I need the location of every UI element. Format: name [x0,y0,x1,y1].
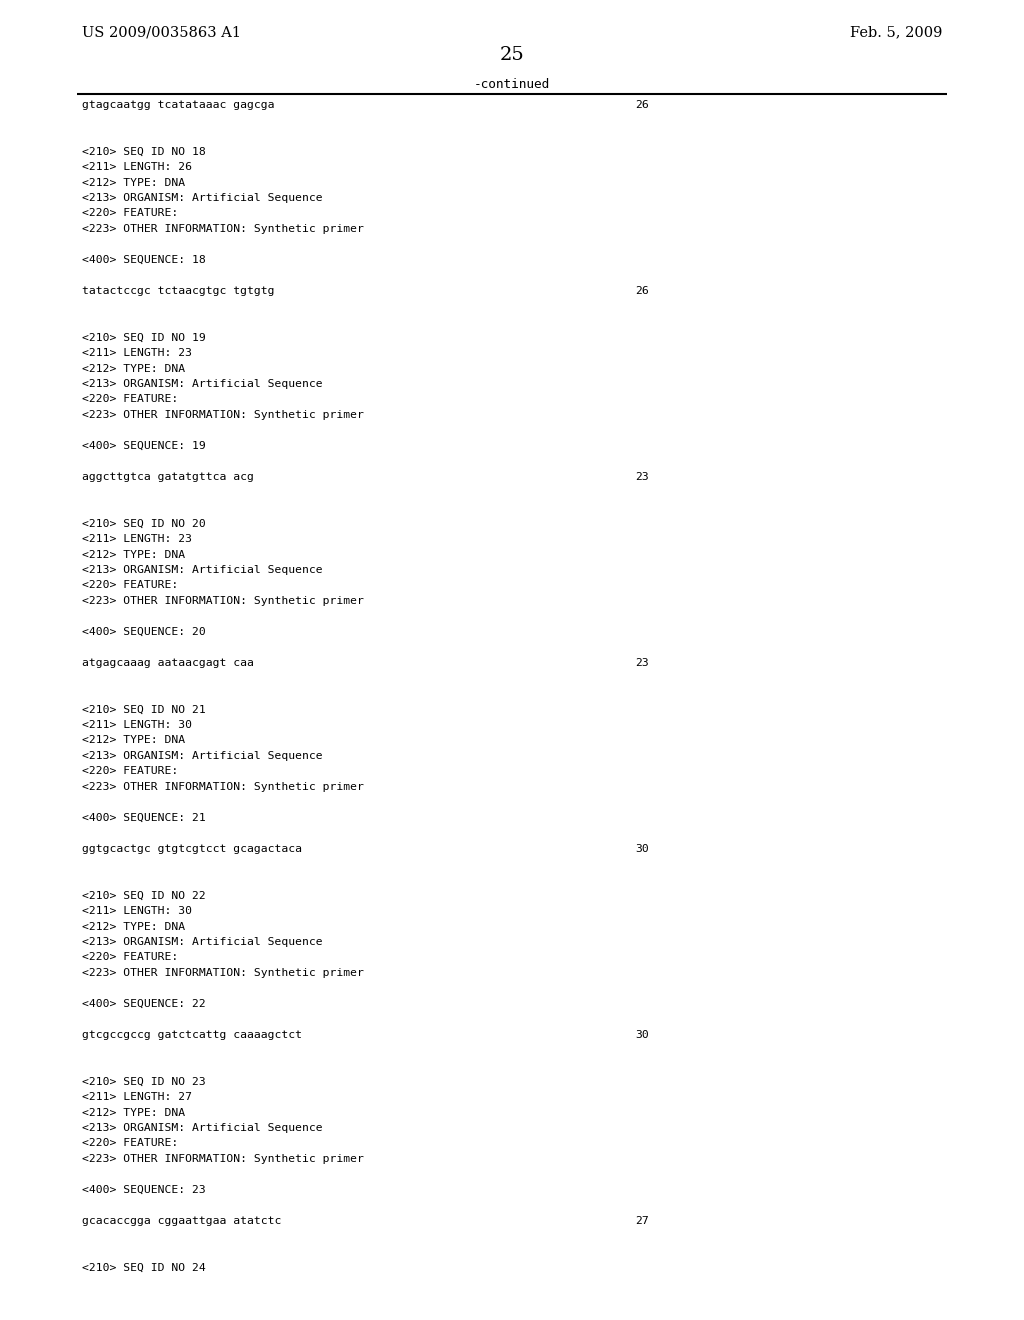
Text: <210> SEQ ID NO 18: <210> SEQ ID NO 18 [82,147,206,157]
Text: 30: 30 [635,843,649,854]
Text: <213> ORGANISM: Artificial Sequence: <213> ORGANISM: Artificial Sequence [82,193,323,203]
Text: -continued: -continued [474,78,550,91]
Text: <210> SEQ ID NO 19: <210> SEQ ID NO 19 [82,333,206,342]
Text: atgagcaaag aataacgagt caa: atgagcaaag aataacgagt caa [82,657,254,668]
Text: <400> SEQUENCE: 20: <400> SEQUENCE: 20 [82,627,206,638]
Text: <223> OTHER INFORMATION: Synthetic primer: <223> OTHER INFORMATION: Synthetic prime… [82,224,364,234]
Text: <210> SEQ ID NO 24: <210> SEQ ID NO 24 [82,1262,206,1272]
Text: <400> SEQUENCE: 21: <400> SEQUENCE: 21 [82,813,206,822]
Text: 23: 23 [635,657,649,668]
Text: <210> SEQ ID NO 22: <210> SEQ ID NO 22 [82,891,206,900]
Text: <211> LENGTH: 23: <211> LENGTH: 23 [82,535,193,544]
Text: <212> TYPE: DNA: <212> TYPE: DNA [82,549,185,560]
Text: 30: 30 [635,1030,649,1040]
Text: 23: 23 [635,473,649,482]
Text: gcacaccgga cggaattgaa atatctc: gcacaccgga cggaattgaa atatctc [82,1216,282,1226]
Text: <213> ORGANISM: Artificial Sequence: <213> ORGANISM: Artificial Sequence [82,751,323,762]
Text: <220> FEATURE:: <220> FEATURE: [82,953,178,962]
Text: <220> FEATURE:: <220> FEATURE: [82,581,178,590]
Text: gtcgccgccg gatctcattg caaaagctct: gtcgccgccg gatctcattg caaaagctct [82,1030,302,1040]
Text: US 2009/0035863 A1: US 2009/0035863 A1 [82,25,241,40]
Text: <223> OTHER INFORMATION: Synthetic primer: <223> OTHER INFORMATION: Synthetic prime… [82,968,364,978]
Text: <210> SEQ ID NO 23: <210> SEQ ID NO 23 [82,1077,206,1086]
Text: <223> OTHER INFORMATION: Synthetic primer: <223> OTHER INFORMATION: Synthetic prime… [82,597,364,606]
Text: <220> FEATURE:: <220> FEATURE: [82,395,178,404]
Text: Feb. 5, 2009: Feb. 5, 2009 [850,25,942,40]
Text: ggtgcactgc gtgtcgtcct gcagactaca: ggtgcactgc gtgtcgtcct gcagactaca [82,843,302,854]
Text: <212> TYPE: DNA: <212> TYPE: DNA [82,1107,185,1118]
Text: <211> LENGTH: 23: <211> LENGTH: 23 [82,348,193,358]
Text: <400> SEQUENCE: 22: <400> SEQUENCE: 22 [82,999,206,1008]
Text: <213> ORGANISM: Artificial Sequence: <213> ORGANISM: Artificial Sequence [82,1123,323,1133]
Text: <211> LENGTH: 30: <211> LENGTH: 30 [82,719,193,730]
Text: <212> TYPE: DNA: <212> TYPE: DNA [82,735,185,746]
Text: <400> SEQUENCE: 18: <400> SEQUENCE: 18 [82,255,206,265]
Text: gtagcaatgg tcatataaac gagcga: gtagcaatgg tcatataaac gagcga [82,100,274,110]
Text: <211> LENGTH: 27: <211> LENGTH: 27 [82,1092,193,1102]
Text: <220> FEATURE:: <220> FEATURE: [82,209,178,219]
Text: <213> ORGANISM: Artificial Sequence: <213> ORGANISM: Artificial Sequence [82,379,323,389]
Text: <213> ORGANISM: Artificial Sequence: <213> ORGANISM: Artificial Sequence [82,565,323,576]
Text: <400> SEQUENCE: 23: <400> SEQUENCE: 23 [82,1185,206,1195]
Text: 25: 25 [500,46,524,63]
Text: <212> TYPE: DNA: <212> TYPE: DNA [82,177,185,187]
Text: tatactccgc tctaacgtgc tgtgtg: tatactccgc tctaacgtgc tgtgtg [82,286,274,296]
Text: <223> OTHER INFORMATION: Synthetic primer: <223> OTHER INFORMATION: Synthetic prime… [82,1154,364,1164]
Text: <213> ORGANISM: Artificial Sequence: <213> ORGANISM: Artificial Sequence [82,937,323,946]
Text: <212> TYPE: DNA: <212> TYPE: DNA [82,363,185,374]
Text: <223> OTHER INFORMATION: Synthetic primer: <223> OTHER INFORMATION: Synthetic prime… [82,411,364,420]
Text: <212> TYPE: DNA: <212> TYPE: DNA [82,921,185,932]
Text: <210> SEQ ID NO 20: <210> SEQ ID NO 20 [82,519,206,528]
Text: 26: 26 [635,286,649,296]
Text: 26: 26 [635,100,649,110]
Text: <220> FEATURE:: <220> FEATURE: [82,1138,178,1148]
Text: <211> LENGTH: 30: <211> LENGTH: 30 [82,906,193,916]
Text: <211> LENGTH: 26: <211> LENGTH: 26 [82,162,193,172]
Text: <400> SEQUENCE: 19: <400> SEQUENCE: 19 [82,441,206,451]
Text: 27: 27 [635,1216,649,1226]
Text: <223> OTHER INFORMATION: Synthetic primer: <223> OTHER INFORMATION: Synthetic prime… [82,781,364,792]
Text: <210> SEQ ID NO 21: <210> SEQ ID NO 21 [82,705,206,714]
Text: aggcttgtca gatatgttca acg: aggcttgtca gatatgttca acg [82,473,254,482]
Text: <220> FEATURE:: <220> FEATURE: [82,767,178,776]
